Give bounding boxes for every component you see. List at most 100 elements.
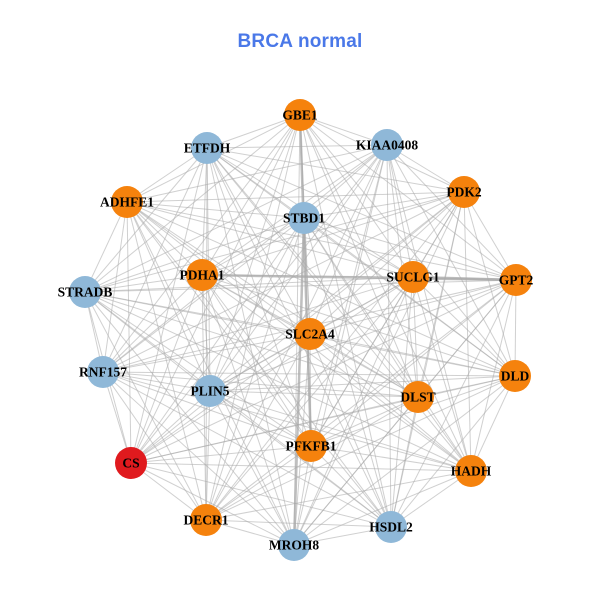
edge-HADH-DECR1: [205, 470, 472, 521]
node-STBD1: [288, 202, 320, 234]
edge-HSDL2-MROH8: [293, 526, 392, 546]
label-layer: GBE1 KIAA0408 ETFDH PDK2 ADHFE1 STBD1 PDHA1 SUC…: [58, 108, 534, 553]
edge-STBD1-MROH8: [292, 217, 306, 546]
edge-PDK2-HSDL2: [390, 191, 465, 528]
edge-GBE1-CS: [130, 114, 301, 464]
node-DECR1: [190, 504, 222, 536]
edge-DLD-HADH: [470, 375, 516, 472]
edge-CS-HSDL2: [130, 462, 392, 528]
edge-KIAA0408-SUCLG1: [386, 144, 414, 278]
node-PFKFB1: [295, 430, 327, 462]
node-label-PLIN5: PLIN5: [190, 384, 229, 399]
edge-ETFDH-SLC2A4: [206, 147, 311, 335]
edge-DLD-DECR1: [205, 375, 516, 521]
node-label-GBE1: GBE1: [282, 108, 318, 123]
edge-SUCLG1-HADH: [412, 276, 472, 472]
edge-DECR1-HSDL2: [205, 519, 392, 528]
edge-PFKFB1-DECR1: [205, 445, 312, 521]
node-GPT2: [500, 264, 532, 296]
edge-GPT2-SLC2A4: [309, 279, 517, 335]
edge-KIAA0408-PLIN5: [209, 144, 388, 392]
edge-ADHFE1-DLD: [126, 201, 516, 377]
edge-ADHFE1-DECR1: [126, 201, 207, 521]
edge-ETFDH-PDK2: [206, 147, 465, 193]
edge-KIAA0408-ADHFE1: [126, 144, 388, 203]
edge-PLIN5-PFKFB1: [209, 390, 312, 447]
edge-HADH-MROH8: [293, 470, 472, 546]
edge-ETFDH-ADHFE1: [126, 147, 208, 203]
edge-PDK2-DLD: [463, 191, 516, 377]
node-label-HSDL2: HSDL2: [369, 520, 413, 535]
node-HADH: [455, 455, 487, 487]
edge-RNF157-PLIN5: [102, 371, 211, 392]
node-PLIN5: [194, 375, 226, 407]
edge-DLD-HSDL2: [390, 375, 516, 528]
edge-GBE1-GPT2: [299, 114, 517, 281]
node-KIAA0408: [371, 129, 403, 161]
node-label-GPT2: GPT2: [499, 273, 534, 288]
node-MROH8: [278, 529, 310, 561]
node-GBE1: [284, 99, 316, 131]
node-ETFDH: [191, 132, 223, 164]
edge-PFKFB1-HADH: [310, 445, 472, 472]
node-label-MROH8: MROH8: [269, 538, 319, 553]
edge-GPT2-DLD: [514, 279, 517, 377]
node-label-DLD: DLD: [501, 369, 530, 384]
edge-PDK2-ADHFE1: [126, 191, 465, 203]
edge-GPT2-STRADB: [84, 279, 517, 293]
node-RNF157: [87, 356, 119, 388]
edge-KIAA0408-RNF157: [102, 144, 388, 373]
edge-ADHFE1-CS: [126, 201, 132, 464]
edge-STBD1-HADH: [303, 217, 472, 472]
edge-ADHFE1-DLST: [126, 201, 419, 398]
edge-ADHFE1-SLC2A4: [126, 201, 311, 335]
edge-RNF157-HADH: [102, 371, 472, 472]
edge-STBD1-SUCLG1: [303, 217, 414, 278]
edge-PFKFB1-CS: [130, 445, 312, 464]
edge-SUCLG1-GPT2: [412, 275, 517, 282]
edge-PLIN5-HADH: [209, 390, 472, 472]
edge-PFKFB1-HSDL2: [310, 445, 392, 528]
edge-ETFDH-DLST: [206, 147, 419, 398]
node-label-KIAA0408: KIAA0408: [356, 138, 419, 153]
node-PDK2: [448, 176, 480, 208]
node-SUCLG1: [397, 261, 429, 293]
node-STRADB: [69, 276, 101, 308]
edge-RNF157-DLST: [102, 371, 419, 398]
edge-STBD1-PDHA1: [201, 217, 305, 276]
edge-GBE1-STRADB: [84, 114, 301, 293]
edge-ADHFE1-STBD1: [126, 201, 305, 219]
edge-SLC2A4-HADH: [309, 333, 472, 472]
node-label-HADH: HADH: [451, 464, 492, 479]
node-ADHFE1: [111, 186, 143, 218]
node-HSDL2: [375, 511, 407, 543]
edge-RNF157-DECR1: [102, 371, 207, 521]
edge-PDK2-GPT2: [463, 191, 517, 281]
edge-PLIN5-HSDL2: [209, 390, 392, 528]
edge-STBD1-DECR1: [205, 217, 305, 521]
edge-KIAA0408-STRADB: [84, 144, 388, 293]
edge-STBD1-DLD: [303, 217, 516, 377]
edge-HADH-HSDL2: [390, 470, 472, 528]
edge-PFKFB1-MROH8: [293, 445, 312, 546]
edge-ETFDH-MROH8: [206, 147, 295, 546]
edge-PDK2-MROH8: [293, 191, 465, 546]
edge-PDHA1-HADH: [201, 274, 472, 472]
edge-SLC2A4-PFKFB1: [309, 333, 312, 447]
edge-PDK2-STRADB: [84, 191, 465, 293]
edge-SUCLG1-CS: [130, 276, 414, 464]
edge-PDK2-STBD1: [303, 191, 465, 219]
node-label-PDK2: PDK2: [446, 185, 481, 200]
node-label-DECR1: DECR1: [183, 513, 228, 528]
node-label-PDHA1: PDHA1: [180, 268, 225, 283]
node-label-ADHFE1: ADHFE1: [100, 195, 154, 210]
edge-KIAA0408-STBD1: [303, 144, 388, 219]
edge-DLST-CS: [130, 396, 419, 464]
edge-STRADB-HADH: [84, 291, 472, 472]
edge-GBE1-DECR1: [205, 114, 301, 521]
node-DLST: [402, 381, 434, 413]
node-layer: [69, 99, 532, 561]
edge-PDHA1-HSDL2: [201, 274, 392, 528]
edge-RNF157-DLD: [102, 371, 516, 377]
edge-STBD1-STRADB: [84, 217, 305, 293]
